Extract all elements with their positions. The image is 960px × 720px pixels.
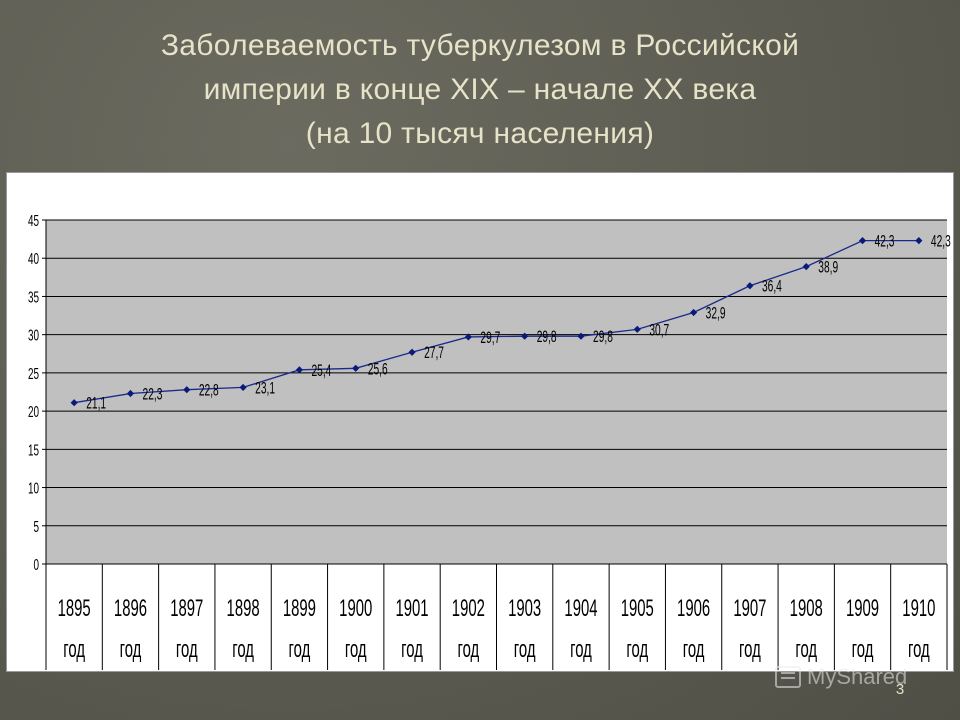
x-tick-label-suffix: год: [908, 637, 930, 663]
x-tick-label-suffix: год: [626, 637, 648, 663]
tuberculosis-line-chart: 0 5 10 15 20 25 30 35 40 45 1895 год 1896 год 1897 год 1…: [28, 212, 951, 670]
y-tick-label-30: 30: [28, 326, 39, 344]
data-point-1897: [183, 386, 191, 394]
data-label-1907: 36,4: [762, 276, 782, 295]
title-line-1: Заболеваемость туберкулезом в Российской: [160, 29, 800, 62]
data-label-1906: 32,9: [706, 303, 726, 322]
x-tick-label-year: 1909: [846, 596, 879, 622]
title-line-2: империи в конце XIX – начале XX века: [203, 73, 757, 106]
plot-area: [46, 220, 947, 564]
data-label-1908: 38,9: [818, 257, 838, 276]
x-tick-label-suffix: год: [683, 637, 705, 663]
data-point-1904: [577, 332, 585, 340]
title-line-3: (на 10 тысяч населения): [305, 117, 655, 150]
slide-title: Заболеваемость туберкулезом в Российской…: [0, 24, 960, 156]
x-tick-label-year: 1904: [564, 596, 597, 622]
data-label-1902: 29,7: [480, 327, 500, 346]
watermark-text: MyShared: [807, 664, 908, 689]
x-tick-label-year: 1900: [339, 596, 372, 622]
x-tick-label-year: 1897: [170, 596, 203, 622]
x-tick-label-year: 1910: [902, 596, 935, 622]
data-label-1899: 25,4: [311, 360, 331, 379]
x-tick-label-year: 1902: [452, 596, 485, 622]
x-tick-label-suffix: год: [176, 637, 198, 663]
y-tick-label-25: 25: [28, 364, 39, 382]
x-tick-label-suffix: год: [401, 637, 423, 663]
x-tick-label-suffix: год: [289, 637, 311, 663]
x-tick-label-year: 1895: [58, 596, 91, 622]
x-tick-label-year: 1901: [395, 596, 428, 622]
x-tick-label-suffix: год: [457, 637, 479, 663]
x-tick-label-year: 1898: [227, 596, 260, 622]
x-tick-label-suffix: год: [795, 637, 817, 663]
data-point-1899: [295, 366, 304, 374]
data-label-1900: 25,6: [368, 359, 388, 378]
data-point-1903: [521, 332, 529, 340]
x-tick-label-year: 1907: [733, 596, 766, 622]
y-tick-label-35: 35: [28, 288, 39, 306]
x-tick-label-year: 1906: [677, 596, 710, 622]
slide-number: 3: [895, 681, 905, 698]
x-tick-label-suffix: год: [345, 637, 367, 663]
presentation-icon: [775, 666, 801, 688]
data-label-1897: 22,8: [199, 380, 219, 399]
y-tick-label-45: 45: [28, 212, 39, 230]
x-tick-label-suffix: год: [232, 637, 254, 663]
x-tick-label-year: 1896: [114, 596, 147, 622]
data-point-1898: [239, 383, 247, 392]
data-point-1905: [633, 325, 641, 333]
data-label-1905: 30,7: [649, 320, 669, 339]
series-line: [74, 239, 919, 404]
data-point-1895: [70, 399, 78, 407]
x-tick-label-suffix: год: [852, 637, 874, 663]
x-tick-label-suffix: год: [570, 637, 592, 663]
x-tick-label-suffix: год: [514, 637, 536, 663]
x-tick-label-suffix: год: [739, 637, 761, 663]
x-tick-label-suffix: год: [120, 637, 142, 663]
data-label-1895: 21,1: [86, 393, 106, 412]
watermark: MyShared: [775, 662, 907, 692]
y-tick-label-5: 5: [33, 517, 39, 535]
y-tick-label-10: 10: [28, 479, 39, 497]
data-point-1901: [408, 348, 416, 356]
x-tick-label-year: 1899: [283, 596, 316, 622]
x-tick-label-year: 1908: [790, 596, 823, 622]
data-label-1896: 22,3: [143, 384, 163, 403]
data-label-1901: 27,7: [424, 342, 444, 361]
x-tick-label-suffix: год: [63, 637, 85, 663]
x-tick-label-year: 1905: [621, 596, 654, 622]
y-tick-label-20: 20: [28, 403, 39, 421]
data-label-1903: 29,8: [537, 326, 557, 345]
y-tick-label-15: 15: [28, 441, 39, 459]
y-tick-label-0: 0: [33, 556, 39, 574]
chart-frame: 0 5 10 15 20 25 30 35 40 45 1895 год 1896 год 1897 год 1…: [6, 172, 954, 672]
data-label-1904: 29,8: [593, 326, 613, 345]
data-label-1910: 42,3: [931, 231, 951, 250]
y-tick-label-40: 40: [28, 250, 39, 268]
x-tick-label-year: 1903: [508, 596, 541, 622]
data-label-1909: 42,3: [875, 231, 895, 250]
data-label-1898: 23,1: [255, 378, 275, 397]
data-point-1908: [802, 263, 810, 271]
